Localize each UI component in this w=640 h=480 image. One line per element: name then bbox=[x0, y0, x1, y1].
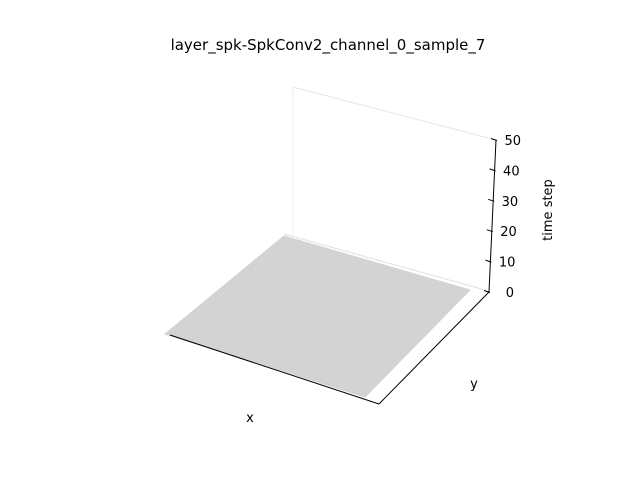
z-tick-mark bbox=[486, 229, 493, 233]
z-tick-label: 40 bbox=[503, 164, 520, 179]
z-tick-label: 30 bbox=[502, 195, 519, 210]
y-axis-line bbox=[378, 291, 490, 405]
z-tick-mark bbox=[483, 290, 491, 293]
pane-edge-top bbox=[292, 86, 497, 141]
pane-edge-bottom-back bbox=[283, 233, 486, 291]
z-axis-label: time step bbox=[541, 179, 556, 241]
z-tick-label: 0 bbox=[506, 286, 514, 301]
z-tick-mark bbox=[485, 259, 492, 263]
y-axis-label: y bbox=[470, 377, 478, 392]
x-axis-line bbox=[169, 334, 380, 405]
z-axis: time step 0 10 20 30 40 50 bbox=[483, 134, 556, 301]
z-tick-mark bbox=[489, 168, 496, 172]
chart-title: layer_spk-SpkConv2_channel_0_sample_7 bbox=[171, 36, 486, 55]
x-axis: x bbox=[169, 334, 380, 426]
back-panes bbox=[283, 86, 497, 291]
z-tick-mark bbox=[490, 138, 498, 141]
z-axis-line bbox=[488, 139, 497, 293]
surface-plane bbox=[163, 235, 471, 398]
z-tick-mark bbox=[488, 198, 495, 202]
z-tick-label: 10 bbox=[499, 256, 516, 271]
z-tick-label: 20 bbox=[500, 225, 517, 240]
x-axis-label: x bbox=[246, 411, 254, 426]
z-tick-label: 50 bbox=[504, 134, 521, 149]
y-axis: y bbox=[378, 291, 490, 405]
